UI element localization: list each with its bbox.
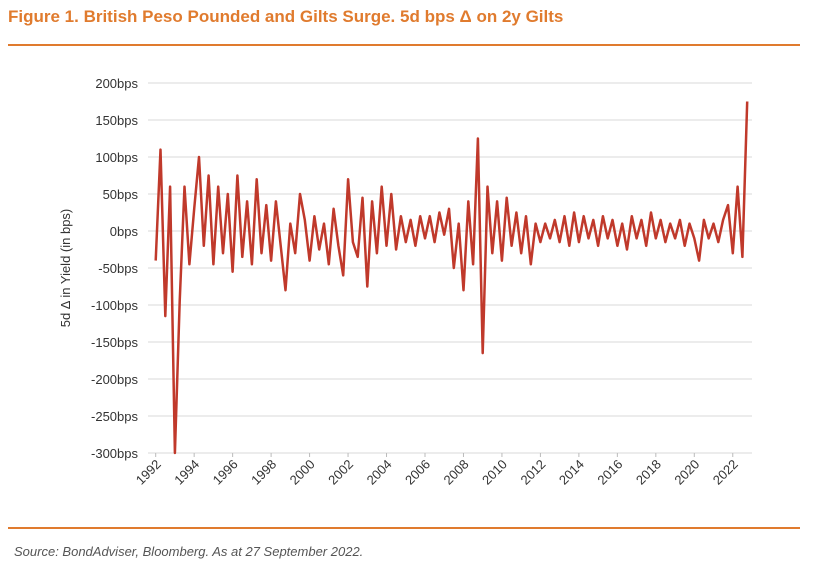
y-tick-label: -300bps: [91, 446, 138, 461]
x-tick-label: 2000: [287, 457, 318, 488]
x-tick-label: 2004: [364, 457, 395, 488]
series-line: [154, 101, 749, 455]
x-tick-label: 1998: [248, 457, 279, 488]
y-tick-label: 150bps: [95, 113, 138, 128]
y-tick-label: 0bps: [110, 224, 139, 239]
y-axis-title: 5d Δ in Yield (in bps): [58, 209, 73, 328]
x-tick-label: 2014: [556, 457, 587, 488]
x-tick-label: 2022: [710, 457, 741, 488]
x-tick-label: 2020: [671, 457, 702, 488]
y-tick-label: 100bps: [95, 150, 138, 165]
y-tick-label: -150bps: [91, 335, 138, 350]
x-tick-label: 1992: [133, 457, 164, 488]
y-tick-label: -50bps: [98, 261, 138, 276]
y-tick-label: 50bps: [103, 187, 139, 202]
y-tick-label: -100bps: [91, 298, 138, 313]
source: Source: BondAdviser, Bloomberg. As at 27…: [14, 544, 363, 559]
x-tick-label: 2012: [517, 457, 548, 488]
x-tick-label: 2002: [325, 457, 356, 488]
y-tick-label: -250bps: [91, 409, 138, 424]
x-tick-label: 2006: [402, 457, 433, 488]
x-tick-label: 1996: [210, 457, 241, 488]
y-tick-label: -200bps: [91, 372, 138, 387]
y-tick-label: 200bps: [95, 76, 138, 91]
chart-title: Figure 1. British Peso Pounded and Gilts…: [8, 7, 563, 26]
x-tick-label: 1994: [171, 457, 202, 488]
x-tick-label: 2008: [441, 457, 472, 488]
x-tick-label: 2016: [594, 457, 625, 488]
x-tick-label: 2010: [479, 457, 510, 488]
x-tick-label: 2018: [633, 457, 664, 488]
